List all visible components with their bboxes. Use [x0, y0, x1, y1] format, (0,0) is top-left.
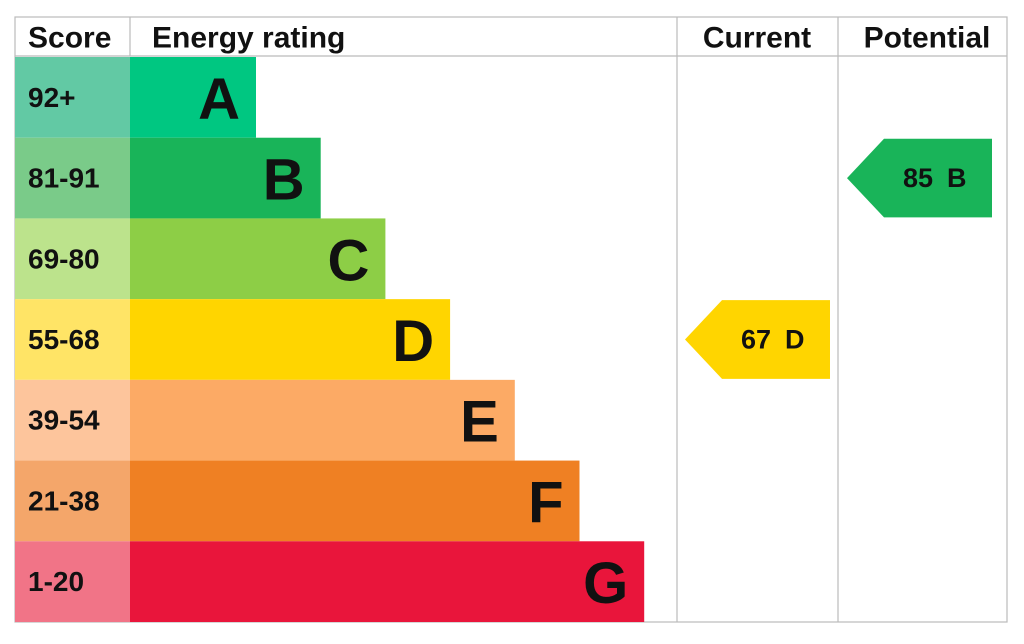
score-cell: [15, 541, 130, 622]
score-label: 92+: [28, 82, 76, 113]
rating-letter: A: [198, 67, 240, 132]
current-value: 67: [741, 325, 771, 355]
score-label: 39-54: [28, 405, 100, 436]
rating-bar: [130, 218, 386, 300]
rating-letter: B: [263, 148, 305, 213]
potential-letter: B: [947, 163, 967, 193]
rating-bar: [130, 137, 321, 219]
header-score: Score: [28, 22, 111, 55]
rating-bar: [130, 541, 645, 622]
header-rating: Energy rating: [152, 22, 345, 55]
potential-value: 85: [903, 163, 933, 193]
score-label: 55-68: [28, 324, 100, 355]
header-current: Current: [703, 22, 811, 55]
current-letter: D: [785, 325, 805, 355]
score-cell: [15, 299, 130, 380]
rating-bar: [130, 379, 515, 461]
score-label: 81-91: [28, 163, 100, 194]
score-cell: [15, 379, 130, 461]
header-potential: Potential: [864, 22, 991, 55]
rating-letter: F: [528, 470, 563, 535]
rating-letter: C: [328, 228, 370, 293]
score-label: 1-20: [28, 566, 84, 597]
current-arrow: [685, 300, 830, 379]
rating-bar: [130, 299, 451, 380]
score-label: 69-80: [28, 243, 100, 274]
score-label: 21-38: [28, 485, 100, 516]
score-cell: [15, 460, 130, 542]
score-cell: [15, 57, 130, 138]
score-cell: [15, 137, 130, 219]
rating-letter: E: [460, 390, 499, 455]
score-cell: [15, 218, 130, 300]
potential-arrow: [847, 138, 992, 218]
rating-bar: [130, 460, 580, 542]
rating-bar: [130, 57, 256, 138]
rating-letter: G: [583, 551, 628, 616]
rating-letter: D: [392, 309, 434, 374]
